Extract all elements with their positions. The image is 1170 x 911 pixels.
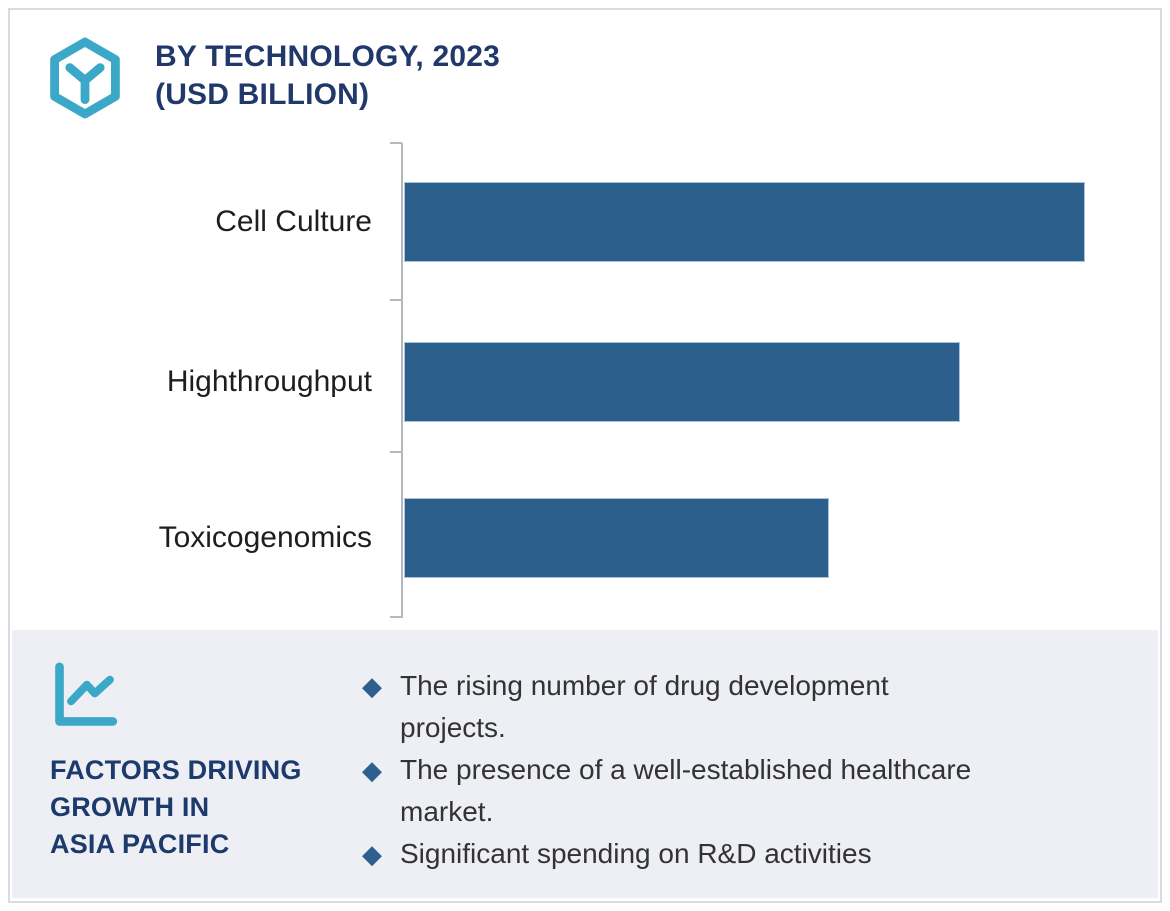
- factors-title-line2: GROWTH IN: [50, 792, 210, 822]
- factor-bullet-item: ◆ Significant spending on R&D activities: [362, 833, 1132, 875]
- factors-title-line1: FACTORS DRIVING: [50, 755, 302, 785]
- factor-bullet-text: market.: [400, 796, 494, 827]
- factor-bullet-text: projects.: [400, 712, 506, 743]
- factor-bullet-item: ◆ The rising number of drug development pr…: [362, 665, 1132, 749]
- y-axis-line: [401, 143, 403, 618]
- factor-bullet-item: ◆ The presence of a well-established heal…: [362, 749, 1132, 833]
- chart-title: BY TECHNOLOGY, 2023 (USD BILLION): [155, 38, 500, 114]
- factors-title: FACTORS DRIVING GROWTH IN ASIA PACIFIC: [50, 752, 350, 863]
- axis-tick-mark: [390, 451, 402, 453]
- chart-title-line2: (USD BILLION): [155, 78, 370, 111]
- bar-toxicogenomics: [404, 498, 829, 578]
- axis-tick-mark: [390, 616, 402, 618]
- chart-title-line1: BY TECHNOLOGY, 2023: [155, 40, 501, 73]
- factors-bullet-list: ◆ The rising number of drug development pr…: [362, 665, 1132, 875]
- axis-tick-mark: [390, 299, 402, 301]
- category-label: Highthroughput: [166, 365, 372, 398]
- bar-cell-culture: [404, 182, 1085, 262]
- diamond-bullet-icon: ◆: [362, 839, 382, 869]
- factors-title-line3: ASIA PACIFIC: [50, 829, 230, 859]
- diamond-bullet-icon: ◆: [362, 755, 382, 785]
- factor-bullet-text: Significant spending on R&D activities: [400, 838, 872, 869]
- factors-panel: [12, 630, 1158, 898]
- hexagon-y-logo-icon: [50, 37, 120, 119]
- axis-tick-mark: [390, 142, 402, 144]
- bar-highthroughput: [404, 342, 960, 422]
- factor-bullet-text: The rising number of drug development: [400, 670, 889, 701]
- diamond-bullet-icon: ◆: [362, 671, 382, 701]
- category-label: Toxicogenomics: [158, 521, 372, 554]
- category-label: Cell Culture: [215, 205, 372, 238]
- trend-line-chart-icon: [55, 662, 118, 726]
- factor-bullet-text: The presence of a well-established healt…: [400, 754, 972, 785]
